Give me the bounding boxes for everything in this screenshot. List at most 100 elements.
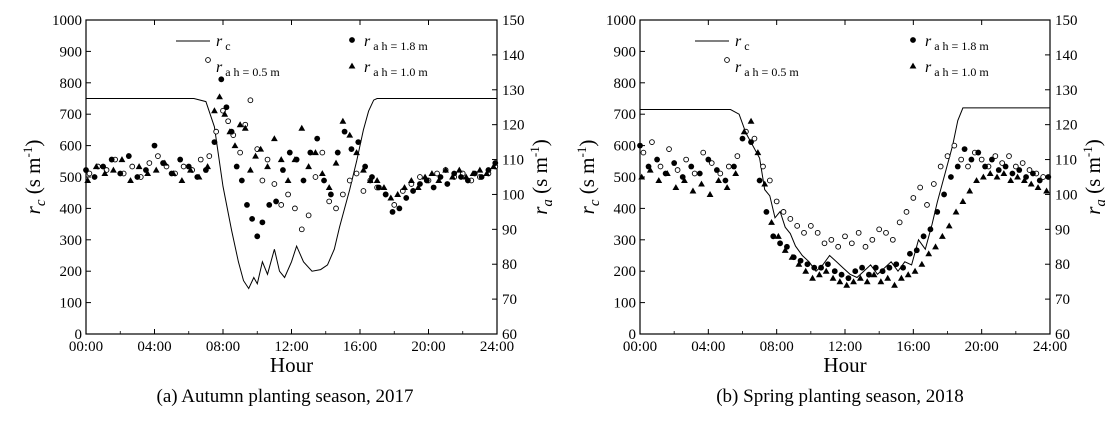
data-point — [879, 268, 886, 275]
y-left-tick-label: 700 — [60, 107, 83, 123]
data-point — [869, 236, 876, 243]
data-point — [691, 170, 698, 177]
data-point — [897, 274, 905, 281]
data-point — [1020, 177, 1028, 184]
data-point — [958, 156, 965, 163]
data-point — [734, 153, 741, 159]
data-point — [213, 128, 220, 135]
data-point — [995, 167, 1002, 173]
data-point — [100, 163, 107, 170]
data-point — [1045, 174, 1052, 180]
data-point — [777, 240, 783, 247]
data-point — [811, 264, 818, 271]
data-point — [259, 219, 266, 226]
data-point — [410, 188, 416, 194]
data-point — [127, 177, 134, 184]
data-point — [1016, 167, 1023, 173]
data-point — [204, 163, 211, 170]
x-tick-label: 00:00 — [69, 339, 103, 355]
data-point — [401, 184, 408, 191]
y-right-tick-label: 60 — [502, 327, 517, 343]
data-point — [1043, 187, 1050, 194]
data-point — [886, 264, 893, 271]
data-point — [134, 174, 141, 180]
data-point — [907, 250, 913, 257]
data-point — [476, 166, 484, 173]
data-point — [688, 163, 695, 170]
data-point — [318, 170, 326, 177]
data-point — [802, 267, 810, 274]
data-point — [360, 188, 367, 194]
data-point — [903, 209, 910, 215]
data-point — [353, 149, 360, 156]
panel-caption: (b) Spring planting season, 2018 — [716, 386, 964, 407]
data-point — [638, 173, 646, 180]
data-point — [307, 149, 314, 156]
data-point — [944, 153, 951, 159]
y-right-tick-label: 90 — [502, 222, 517, 238]
data-point — [366, 177, 374, 184]
data-point — [637, 142, 643, 149]
x-axis-title: Hour — [823, 353, 866, 377]
y-right-tick-label: 70 — [1055, 292, 1070, 308]
data-point — [373, 177, 381, 184]
y-left-tick-label: 300 — [60, 233, 83, 249]
data-point — [965, 163, 971, 170]
y-left-tick-label: 400 — [60, 201, 83, 217]
data-point — [877, 278, 885, 285]
data-point — [932, 243, 939, 250]
data-point — [1014, 173, 1021, 180]
data-point — [698, 180, 705, 187]
data-point — [211, 139, 218, 146]
data-point — [655, 177, 663, 184]
data-point — [247, 166, 254, 173]
y-right-tick-label: 150 — [502, 13, 525, 29]
data-point — [1009, 170, 1016, 177]
data-point — [394, 191, 402, 197]
data-point — [893, 261, 900, 268]
data-point — [911, 267, 919, 274]
data-point — [264, 156, 271, 163]
legend-label-ra-1-0: r a h = 1.0 m — [925, 59, 989, 79]
data-point — [966, 187, 974, 194]
data-point — [732, 170, 740, 177]
data-point — [821, 240, 828, 247]
data-point — [945, 222, 953, 229]
x-tick-label: 20:00 — [965, 339, 999, 355]
data-point — [284, 177, 292, 184]
data-point — [731, 163, 737, 170]
y-right-tick-label: 110 — [1055, 153, 1077, 169]
data-point — [951, 142, 958, 149]
data-point — [801, 229, 807, 236]
data-point — [270, 135, 278, 142]
data-point — [941, 191, 947, 198]
data-point — [705, 156, 712, 163]
series-open-circle — [86, 97, 499, 233]
x-tick-label: 08:00 — [206, 339, 240, 355]
data-point — [975, 149, 982, 156]
data-point — [237, 149, 243, 156]
y-left-tick-label: 300 — [614, 233, 637, 249]
data-point — [723, 184, 731, 191]
data-point — [118, 156, 126, 163]
legend: r c r a h = 0.5 m r a h = 1.8 m r a h = 1.0… — [695, 33, 989, 79]
data-point — [291, 156, 299, 163]
series-filled-triangle — [84, 93, 497, 201]
x-axis-title: Hour — [270, 353, 313, 377]
data-point — [934, 208, 941, 215]
x-tick-label: 12:00 — [274, 339, 308, 355]
data-point — [766, 177, 773, 184]
data-point — [312, 149, 319, 156]
y-right-tick-label: 150 — [1055, 13, 1078, 29]
data-point — [218, 76, 225, 83]
data-point — [754, 149, 762, 156]
data-point — [449, 173, 456, 180]
data-point — [312, 174, 319, 180]
data-point — [774, 232, 782, 239]
data-point — [259, 177, 266, 184]
data-point — [818, 264, 824, 271]
data-point — [859, 264, 865, 271]
y-right-tick-label: 100 — [1055, 187, 1078, 203]
data-point — [280, 167, 286, 173]
